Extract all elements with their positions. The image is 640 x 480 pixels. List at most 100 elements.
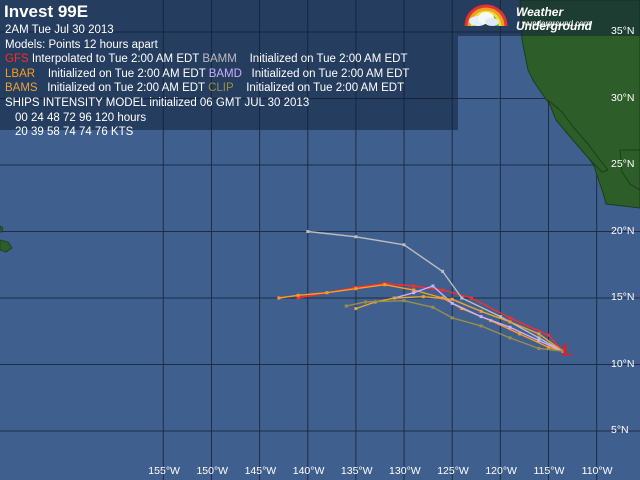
track-point-clip [431,305,435,309]
track-point-bamd [412,291,416,295]
legend-gfs: GFS [5,53,29,66]
track-line-bamm [307,230,564,352]
track-point-bams [450,297,454,301]
latitude-label: 20°N [611,224,635,237]
model-tracks [277,230,565,353]
legend-bamm: BAMM [202,53,237,66]
legend-bamm-text: Initialized on Tue 2:00 AM EDT [249,53,408,66]
track-point-clip [450,316,454,320]
longitude-label: 120°W [485,465,517,477]
track-point-clip [364,300,367,304]
legend-bams: BAMS [5,82,38,95]
longitude-label: 130°W [389,465,421,477]
legend-clip: CLIP [208,82,234,95]
track-point-bams [392,296,396,300]
track-point-bams [479,309,483,313]
legend-bams-text: Initialized on Tue 2:00 AM EDT [47,82,205,95]
track-point-clip [479,324,483,328]
info-row-bams-clip: BAMS Initialized on Tue 2:00 AM EDT CLIP… [5,81,409,96]
legend-lbar: LBAR [5,67,36,80]
storm-marker[interactable]: L [561,341,572,360]
track-point-bamm [537,336,541,340]
track-point-lbar [412,288,416,292]
track-point-gfs [441,288,445,292]
legend-gfs-text: Interpolated to Tue 2:00 AM EDT [31,53,200,66]
longitude-label: 135°W [340,465,373,477]
track-point-bamm [498,315,502,319]
track-point-lbar [296,293,300,297]
legend-bamd-text: Initialized on Tue 2:00 AM EDT [251,67,410,80]
track-point-bamm [460,296,464,300]
track-point-bams [421,295,425,299]
track-point-bamd [450,301,454,305]
info-models: Models: Points 12 hours apart [5,38,158,51]
info-row-gfs-bamm: GFS Interpolated to Tue 2:00 AM EDT BAMM… [5,52,409,67]
rainbow-cloud-icon [464,4,508,27]
track-point-clip [402,299,406,303]
track-point-bamd [537,339,541,343]
latitude-label: 10°N [611,357,635,370]
land-mexico-mainland [619,149,640,191]
track-point-clip [537,347,541,350]
info-datetime: 2AM Tue Jul 30 2013 [5,24,114,36]
ships-kts: 20 39 58 74 74 76 KTS [15,126,134,139]
track-point-lbar [518,332,522,336]
track-point-clip [561,349,565,353]
ships-hours: 00 24 48 72 96 120 hours [15,111,147,124]
track-point-bamm [306,230,310,233]
latitude-label: 15°N [611,291,635,303]
latitude-label: 25°N [611,158,635,170]
land-baja [547,99,609,173]
track-point-bams [537,332,541,336]
longitude-label: 110°W [581,465,613,477]
track-point-gfs [508,316,512,320]
ships-title: SHIPS INTENSITY MODEL initialized 06 GMT… [5,96,310,109]
track-point-gfs [547,333,550,337]
land-hawaii [0,225,13,253]
track-point-lbar [277,296,281,300]
latitude-label: 5°N [611,424,629,436]
weather-underground-logo[interactable]: Weather Underground wunderground.com [462,4,636,33]
longitude-label: 115°W [533,465,565,477]
track-point-bamm [354,235,358,239]
longitude-label: 140°W [292,465,325,477]
track-point-lbar [460,307,464,311]
track-point-bams [508,320,512,324]
track-line-bamd [394,285,564,352]
longitude-label: 125°W [437,465,469,477]
track-clip [344,299,565,353]
legend-clip-text: Initialized on Tue 2:00 AM EDT [246,82,405,95]
info-panel-bg [0,0,458,130]
track-point-bams [354,307,358,311]
longitude-label: 145°W [244,465,277,477]
track-point-lbar [325,291,329,295]
latitude-label: 30°N [611,91,635,104]
info-row-lbar-bamd: LBAR Initialized on Tue 2:00 AM EDT BAMD… [5,67,409,82]
track-point-bamm [402,243,406,247]
legend-bamd: BAMD [208,67,242,80]
track-point-bamd [479,315,483,319]
info-panel: 2AM Tue Jul 30 2013 Models: Points 12 ho… [5,23,409,140]
track-point-lbar [383,283,387,287]
brand-url: wunderground.com [522,19,591,28]
legend-lbar-text: Initialized on Tue 2:00 AM EDT [47,67,206,80]
track-line-lbar [278,283,564,352]
latitude-label: 35°N [611,25,635,37]
track-point-gfs [412,284,416,288]
longitude-label: 155°W [148,465,180,477]
track-bamm [306,230,565,353]
storm-title: Invest 99E [4,2,89,21]
track-point-bamd [431,284,435,288]
track-point-lbar [547,345,550,349]
track-point-bamd [508,325,512,329]
longitude-label: 150°W [196,465,229,477]
track-point-lbar [354,287,358,291]
brand-name: Weather Underground [516,5,592,33]
track-point-gfs [296,296,300,300]
track-point-bamm [441,269,445,273]
track-point-gfs [470,296,473,300]
track-point-clip [508,336,512,340]
track-point-clip [344,304,348,308]
